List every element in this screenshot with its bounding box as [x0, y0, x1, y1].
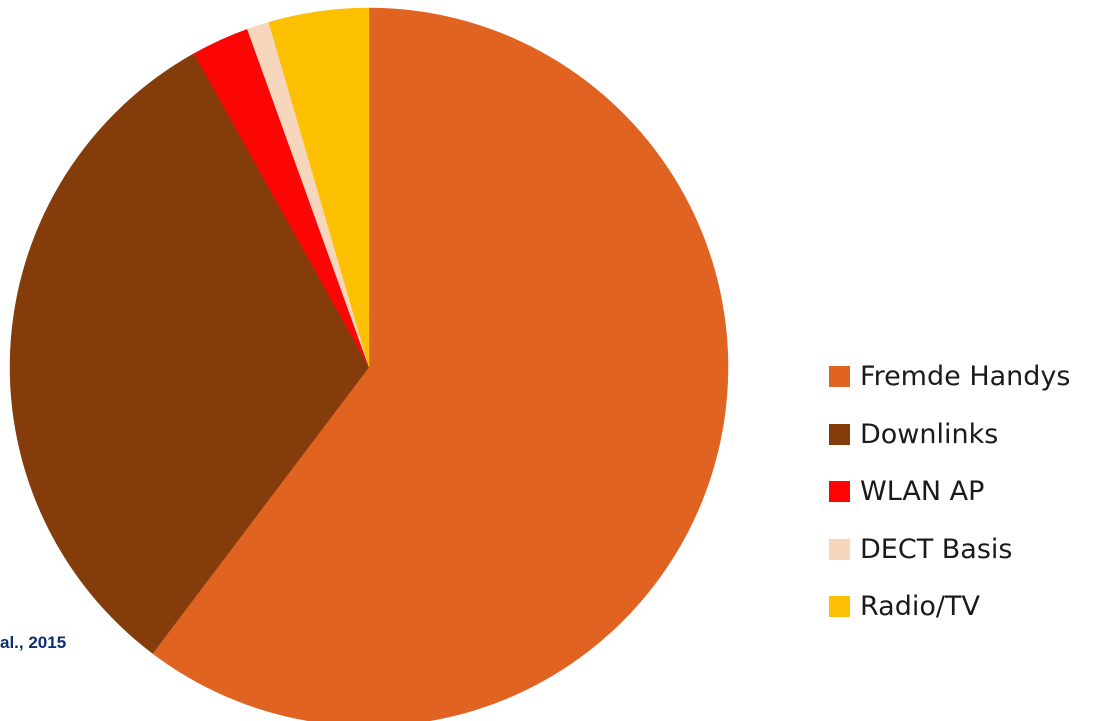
legend-item-fremde-handys: Fremde Handys [829, 348, 1070, 406]
legend-swatch [829, 539, 850, 560]
legend-item-downlinks: Downlinks [829, 406, 1070, 464]
legend-swatch [829, 366, 850, 387]
source-citation: al., 2015 [0, 633, 66, 653]
legend-label: Radio/TV [860, 591, 980, 622]
legend-label: Downlinks [860, 419, 998, 450]
legend-swatch [829, 596, 850, 617]
legend-label: Fremde Handys [860, 361, 1070, 392]
legend-item-wlan-ap: WLAN AP [829, 463, 1070, 521]
legend-swatch [829, 481, 850, 502]
chart-legend: Fremde Handys Downlinks WLAN AP DECT Basis R… [829, 348, 1070, 636]
legend-swatch [829, 424, 850, 445]
legend-label: DECT Basis [860, 534, 1012, 565]
legend-item-dect-basis: DECT Basis [829, 521, 1070, 579]
legend-item-radio-tv: Radio/TV [829, 578, 1070, 636]
legend-label: WLAN AP [860, 476, 984, 507]
pie-chart [0, 0, 740, 721]
